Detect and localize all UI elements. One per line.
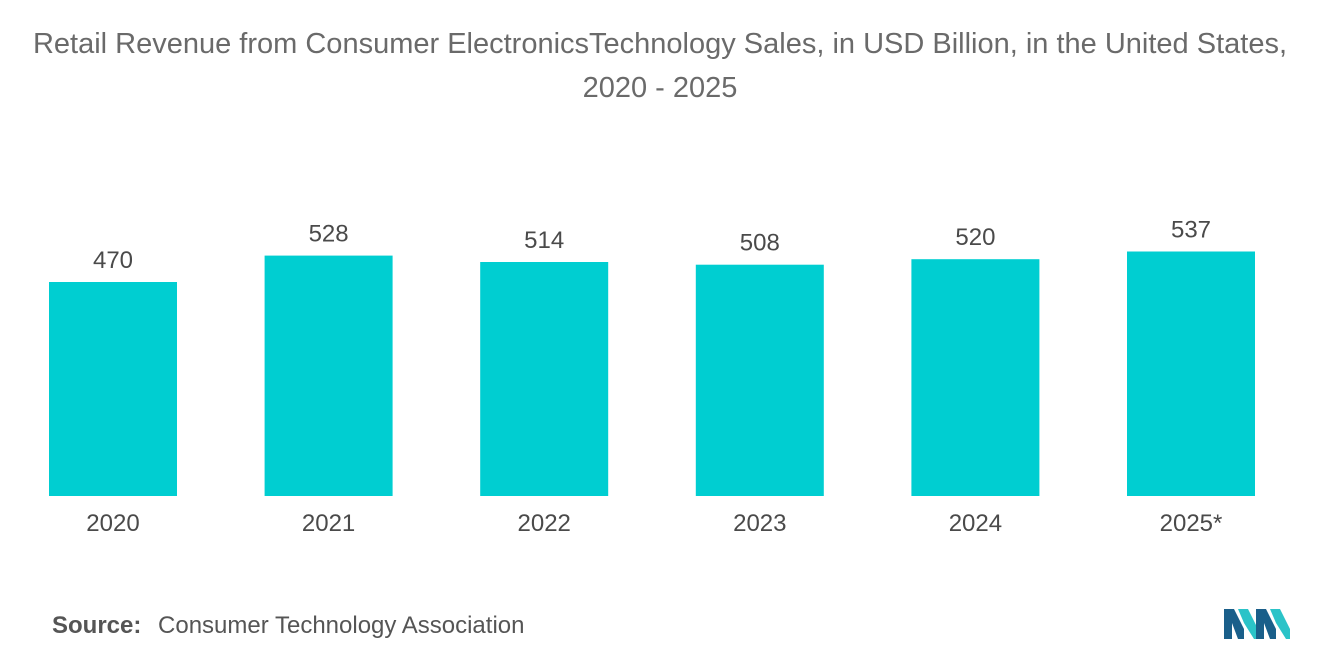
value-label-2021: 528 <box>309 221 349 248</box>
source-note: Source: Consumer Technology Association <box>52 612 524 640</box>
category-label-2024: 2024 <box>949 510 1002 537</box>
value-label-2023: 508 <box>740 230 780 257</box>
bar-2020 <box>49 282 177 496</box>
category-label-2020: 2020 <box>86 510 139 537</box>
source-text: Consumer Technology Association <box>158 612 525 639</box>
bar-2022 <box>480 262 609 496</box>
value-label-2024: 520 <box>955 224 995 251</box>
value-label-2025*: 537 <box>1171 217 1211 244</box>
source-label: Source: <box>52 612 142 639</box>
value-label-2022: 514 <box>524 227 564 254</box>
category-label-2022: 2022 <box>518 510 571 537</box>
value-label-2020: 470 <box>93 247 133 274</box>
bar-2023 <box>695 264 824 496</box>
category-label-2021: 2021 <box>302 510 355 537</box>
bar-2024 <box>911 259 1040 496</box>
bar-2025* <box>1127 251 1255 496</box>
category-label-2023: 2023 <box>733 510 786 537</box>
chart-title: Retail Revenue from Consumer Electronics… <box>32 28 1288 104</box>
mordor-intelligence-logo-icon <box>1224 609 1290 639</box>
category-label-2025*: 2025* <box>1160 510 1223 537</box>
bar-chart: 470 2020 528 2021 514 2022 508 2023 520 2024 537 20… <box>49 217 1255 537</box>
bar-2021 <box>264 255 393 496</box>
